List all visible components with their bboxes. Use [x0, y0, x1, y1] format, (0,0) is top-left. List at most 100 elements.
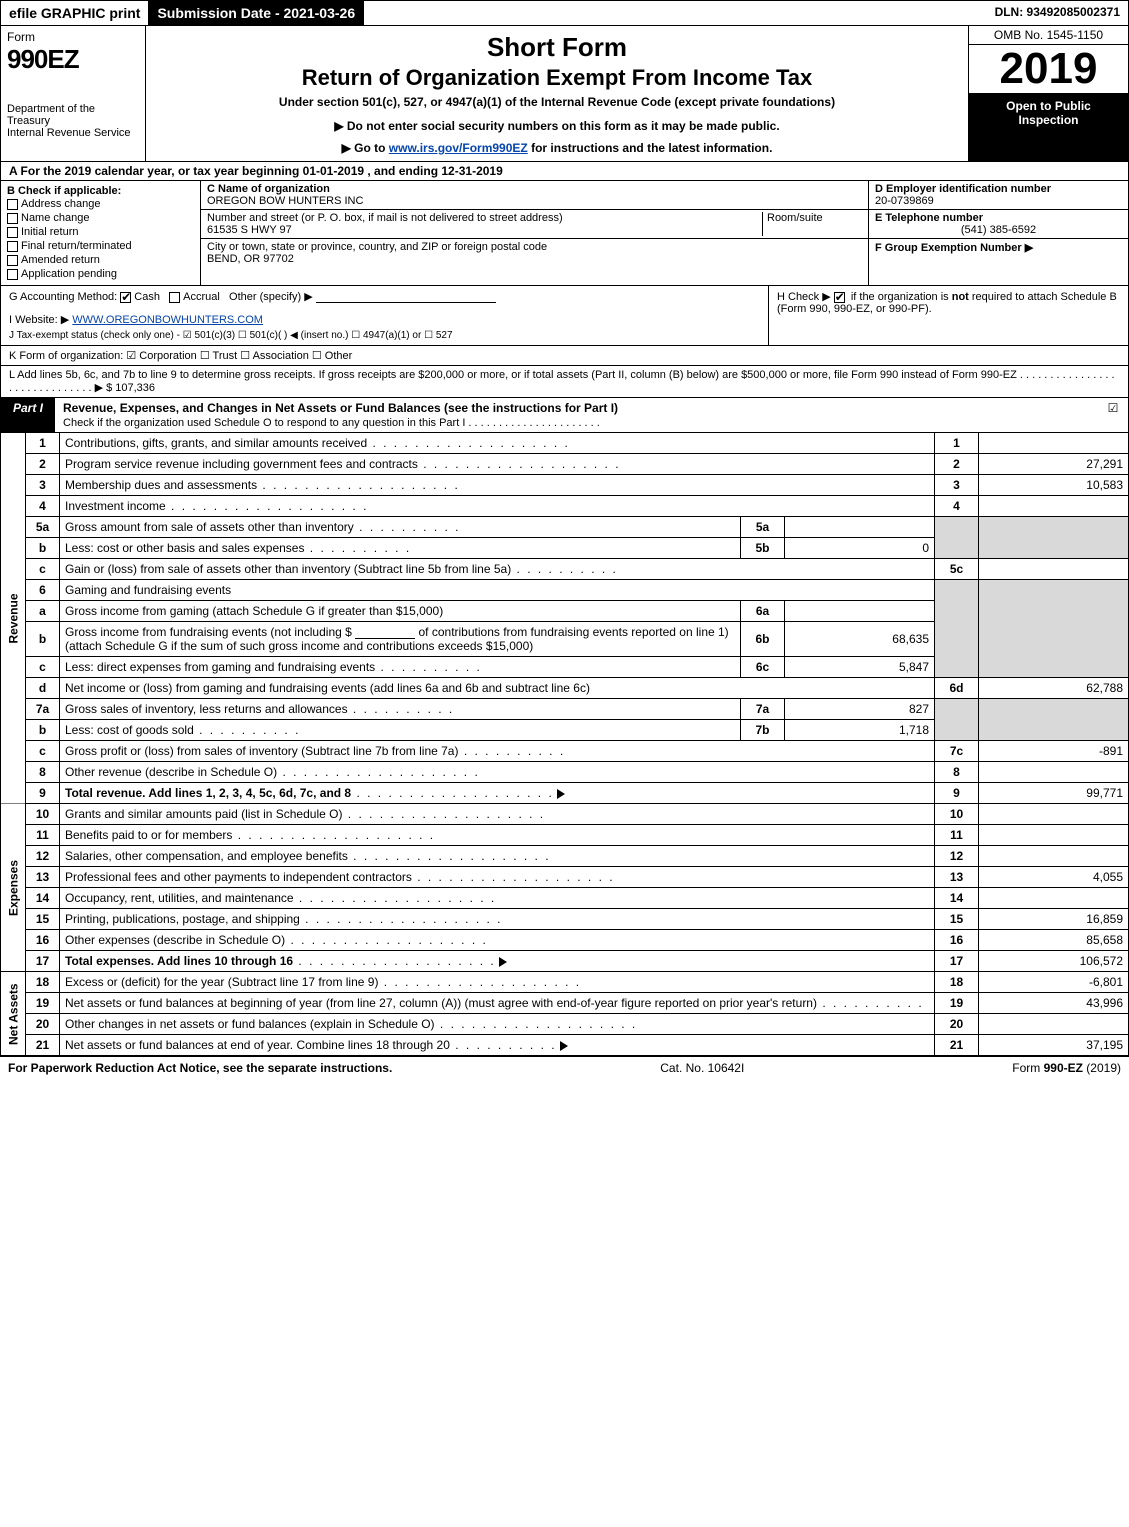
side-net-assets: Net Assets	[1, 972, 26, 1056]
arrow-icon	[557, 789, 565, 799]
val-21: 37,195	[979, 1035, 1129, 1056]
ein-label: D Employer identification number	[875, 183, 1122, 195]
block-b-through-f: B Check if applicable: Address change Na…	[0, 181, 1129, 286]
val-4	[979, 496, 1129, 517]
form-ref: Form 990-EZ (2019)	[1012, 1061, 1121, 1075]
tel-label: E Telephone number	[875, 212, 1122, 224]
city: BEND, OR 97702	[207, 253, 862, 265]
desc-7a: Gross sales of inventory, less returns a…	[60, 699, 741, 720]
cat-no: Cat. No. 10642I	[392, 1061, 1012, 1075]
l-amount: 107,336	[115, 382, 155, 394]
short-form-heading: Short Form	[156, 32, 958, 63]
row-a-tax-year: A For the 2019 calendar year, or tax yea…	[0, 162, 1129, 181]
other-specify-line[interactable]	[316, 291, 496, 303]
desc-2: Program service revenue including govern…	[60, 454, 935, 475]
subval-5a	[785, 517, 935, 538]
val-18: -6,801	[979, 972, 1129, 993]
col-b-checkboxes: B Check if applicable: Address change Na…	[1, 181, 201, 285]
irs-link[interactable]: www.irs.gov/Form990EZ	[389, 141, 528, 155]
desc-3: Membership dues and assessments	[60, 475, 935, 496]
open-public: Open to Public Inspection	[969, 93, 1128, 161]
val-13: 4,055	[979, 867, 1129, 888]
goto-line: ▶ Go to www.irs.gov/Form990EZ for instru…	[156, 141, 958, 155]
val-7c: -891	[979, 741, 1129, 762]
dept-text: Department of the Treasury	[7, 103, 95, 127]
desc-8: Other revenue (describe in Schedule O)	[60, 762, 935, 783]
desc-6: Gaming and fundraising events	[60, 580, 935, 601]
subval-6a	[785, 601, 935, 622]
submission-date: Submission Date - 2021-03-26	[149, 1, 364, 25]
subval-6b: 68,635	[785, 622, 935, 657]
under-section: Under section 501(c), 527, or 4947(a)(1)…	[156, 95, 958, 109]
other-specify: Other (specify) ▶	[229, 291, 313, 303]
desc-10: Grants and similar amounts paid (list in…	[60, 804, 935, 825]
val-1	[979, 433, 1129, 454]
chk-final-return[interactable]: Final return/terminated	[7, 239, 194, 253]
col-d-ein-phone: D Employer identification number 20-0739…	[868, 181, 1128, 285]
val-10	[979, 804, 1129, 825]
val-3: 10,583	[979, 475, 1129, 496]
val-5c	[979, 559, 1129, 580]
website-label: I Website: ▶	[9, 314, 69, 326]
row-g-h: G Accounting Method: Cash Accrual Other …	[0, 286, 1129, 346]
ein: 20-0739869	[875, 195, 1122, 207]
form-word: Form	[7, 30, 139, 44]
org-name: OREGON BOW HUNTERS INC	[207, 195, 862, 207]
website-link[interactable]: WWW.OREGONBOWHUNTERS.COM	[72, 314, 263, 326]
part-i-tag: Part I	[1, 398, 55, 432]
chk-amended-return[interactable]: Amended return	[7, 253, 194, 267]
arrow-icon	[560, 1041, 568, 1051]
chk-cash[interactable]	[120, 292, 131, 303]
subval-7b: 1,718	[785, 720, 935, 741]
irs-text: Internal Revenue Service	[7, 127, 131, 139]
row-j: J Tax-exempt status (check only one) - ☑…	[9, 330, 760, 341]
paperwork-notice: For Paperwork Reduction Act Notice, see …	[8, 1061, 392, 1075]
h-not: not	[952, 291, 969, 303]
h-schedule-b: H Check ▶ if the organization is not req…	[768, 286, 1128, 345]
desc-5b: Less: cost or other basis and sales expe…	[60, 538, 741, 559]
chk-schedule-b[interactable]	[834, 292, 845, 303]
row-k-form-org: K Form of organization: ☑ Corporation ☐ …	[0, 346, 1129, 366]
subval-7a: 827	[785, 699, 935, 720]
goto-pre: ▶ Go to	[342, 141, 389, 155]
street-label: Number and street (or P. O. box, if mail…	[207, 212, 762, 224]
chk-name-change[interactable]: Name change	[7, 211, 194, 225]
part-i-sub: Check if the organization used Schedule …	[63, 417, 600, 429]
public2: Inspection	[1018, 113, 1078, 127]
val-15: 16,859	[979, 909, 1129, 930]
page-footer: For Paperwork Reduction Act Notice, see …	[0, 1056, 1129, 1079]
chk-application-pending[interactable]: Application pending	[7, 267, 194, 281]
side-revenue: Revenue	[1, 433, 26, 804]
street: 61535 S HWY 97	[207, 224, 762, 236]
side-expenses: Expenses	[1, 804, 26, 972]
val-16: 85,658	[979, 930, 1129, 951]
subval-6c: 5,847	[785, 657, 935, 678]
arrow-icon	[499, 957, 507, 967]
g-label: G Accounting Method:	[9, 291, 117, 303]
desc-4: Investment income	[60, 496, 935, 517]
form-number: 990EZ	[7, 44, 139, 75]
desc-7c: Gross profit or (loss) from sales of inv…	[60, 741, 935, 762]
desc-1: Contributions, gifts, grants, and simila…	[60, 433, 935, 454]
desc-6c: Less: direct expenses from gaming and fu…	[60, 657, 741, 678]
chk-accrual[interactable]	[169, 292, 180, 303]
ln-1: 1	[26, 433, 60, 454]
part-i-checkbox[interactable]: ☑	[1098, 398, 1128, 432]
chk-initial-return[interactable]: Initial return	[7, 225, 194, 239]
val-2: 27,291	[979, 454, 1129, 475]
omb-number: OMB No. 1545-1150	[969, 26, 1128, 45]
telephone: (541) 385-6592	[875, 224, 1122, 236]
goto-post: for instructions and the latest informat…	[528, 141, 773, 155]
desc-6a: Gross income from gaming (attach Schedul…	[60, 601, 741, 622]
dln: DLN: 93492085002371	[987, 1, 1128, 25]
c-name-label: C Name of organization	[207, 183, 862, 195]
desc-9: Total revenue. Add lines 1, 2, 3, 4, 5c,…	[60, 783, 935, 804]
city-label: City or town, state or province, country…	[207, 241, 862, 253]
chk-address-change[interactable]: Address change	[7, 197, 194, 211]
tax-year: 2019	[969, 45, 1128, 93]
val-8	[979, 762, 1129, 783]
desc-5a: Gross amount from sale of assets other t…	[60, 517, 741, 538]
top-bar: efile GRAPHIC print Submission Date - 20…	[0, 0, 1129, 26]
desc-6b: Gross income from fundraising events (no…	[60, 622, 741, 657]
desc-7b: Less: cost of goods sold	[60, 720, 741, 741]
